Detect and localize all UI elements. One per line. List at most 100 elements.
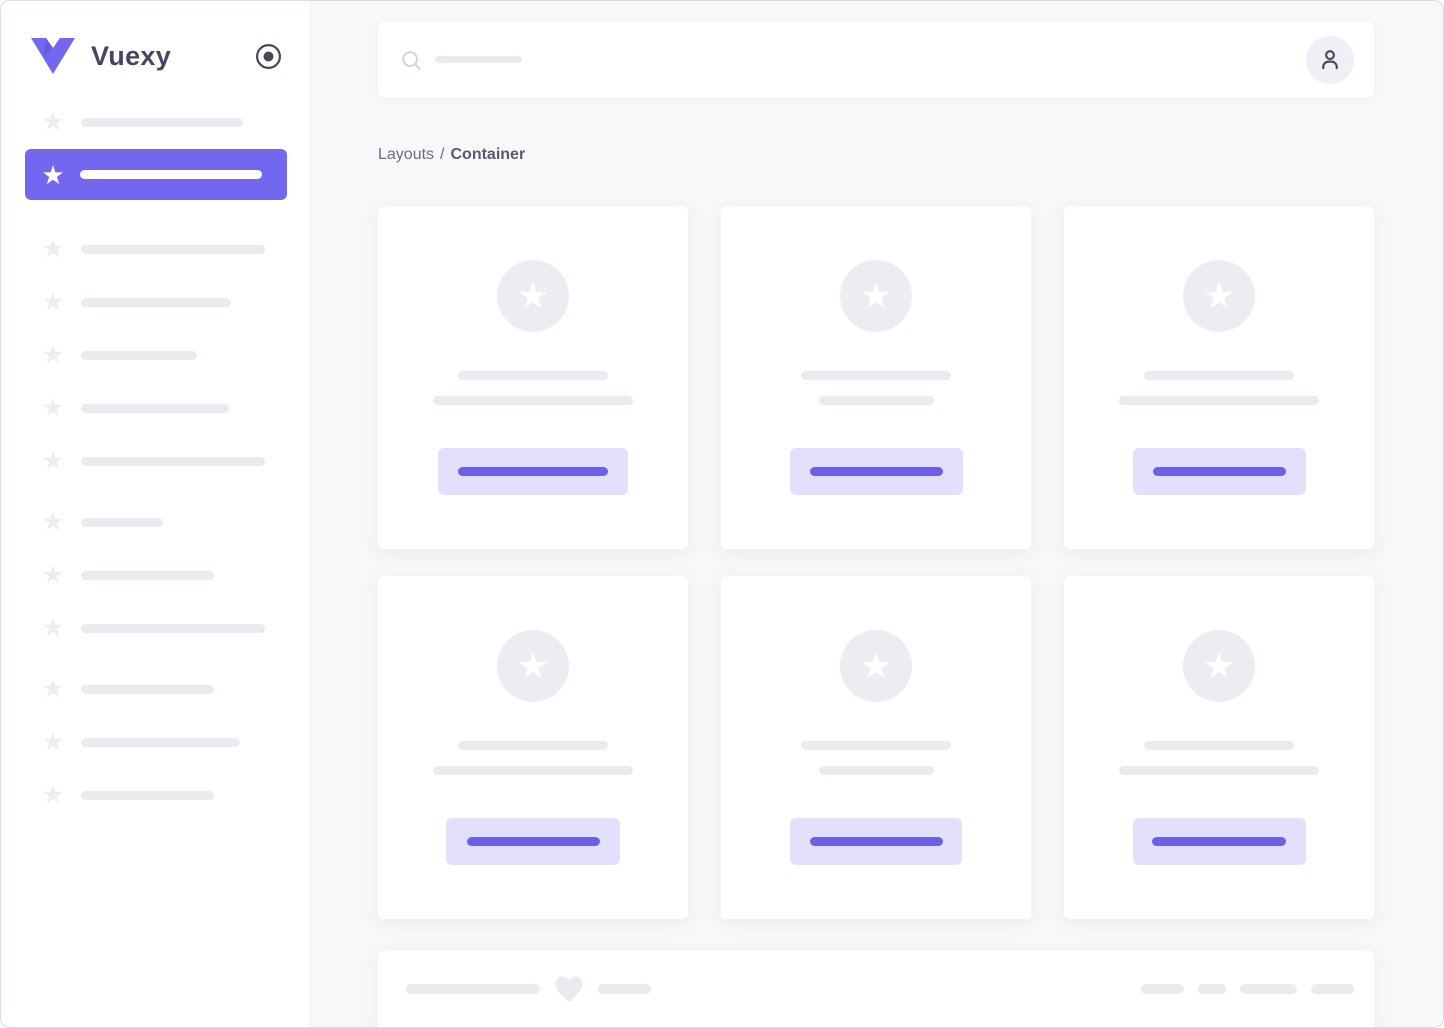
star-icon: ★ <box>1202 645 1236 686</box>
star-icon: ★ <box>41 675 65 703</box>
sidebar-menu: ★ ★ ★ ★ ★ ★ ★ ★ ★ ★ ★ ★ ★ <box>1 108 310 808</box>
card-grid: ★ ★ ★ ★ ★ ★ <box>378 206 1374 919</box>
star-icon: ★ <box>41 341 65 369</box>
footer-link-skeleton <box>1198 984 1226 994</box>
placeholder-card: ★ <box>721 576 1031 919</box>
button-label-skeleton <box>809 837 943 846</box>
sidebar-item[interactable]: ★ <box>41 614 287 642</box>
star-icon: ★ <box>41 394 65 422</box>
card-media-circle: ★ <box>497 260 569 332</box>
sidebar-item[interactable]: ★ <box>41 341 287 369</box>
footer-link-skeleton <box>1311 984 1354 994</box>
card-action-button[interactable] <box>789 448 963 495</box>
placeholder-card: ★ <box>378 206 688 549</box>
star-icon: ★ <box>859 275 893 316</box>
card-subtitle-skeleton <box>433 396 633 405</box>
card-media-circle: ★ <box>840 260 912 332</box>
placeholder-card: ★ <box>1064 206 1374 549</box>
sidebar-item[interactable]: ★ <box>41 728 287 756</box>
brand[interactable]: Vuexy <box>1 1 310 81</box>
card-media-circle: ★ <box>497 630 569 702</box>
star-icon: ★ <box>41 561 65 589</box>
vuexy-logo-icon <box>31 38 75 74</box>
star-icon: ★ <box>41 728 65 756</box>
placeholder-card: ★ <box>721 206 1031 549</box>
star-icon: ★ <box>41 108 65 136</box>
button-label-skeleton <box>1152 837 1286 846</box>
card-subtitle-skeleton <box>818 396 934 405</box>
card-title-skeleton <box>458 371 608 380</box>
placeholder-card: ★ <box>378 576 688 919</box>
star-icon: ★ <box>516 645 550 686</box>
person-icon <box>1322 49 1338 69</box>
sidebar-item-label-skeleton <box>81 244 265 254</box>
card-media-circle: ★ <box>1183 630 1255 702</box>
sidebar-item-label-skeleton <box>81 350 197 360</box>
sidebar-item[interactable]: ★ <box>41 561 287 589</box>
sidebar-item[interactable]: ★ <box>41 108 287 136</box>
brand-name: Vuexy <box>91 40 172 71</box>
placeholder-card: ★ <box>1064 576 1374 919</box>
button-label-skeleton <box>809 467 943 476</box>
star-icon: ★ <box>516 275 550 316</box>
card-action-button[interactable] <box>1132 818 1306 865</box>
button-label-skeleton <box>466 837 600 846</box>
card-title-skeleton <box>801 371 951 380</box>
breadcrumb-separator: / <box>440 146 445 163</box>
sidebar-item-label-skeleton <box>81 403 229 413</box>
footer-link-skeleton <box>1240 984 1297 994</box>
card-subtitle-skeleton <box>818 766 934 775</box>
footer-link-skeleton <box>1141 984 1184 994</box>
sidebar-item[interactable]: ★ <box>41 235 287 263</box>
search-bar[interactable] <box>378 21 1374 98</box>
star-icon: ★ <box>41 235 65 263</box>
sidebar-item[interactable]: ★ <box>41 508 287 536</box>
sidebar-item-label-skeleton <box>81 684 214 694</box>
search-icon <box>402 50 421 70</box>
sidebar-item[interactable]: ★ <box>41 783 287 808</box>
footer-right-group <box>1141 984 1354 994</box>
card-subtitle-skeleton <box>1119 766 1319 775</box>
card-action-button[interactable] <box>446 818 620 865</box>
footer-text-skeleton <box>406 984 540 994</box>
card-subtitle-skeleton <box>1119 396 1319 405</box>
sidebar-item-label-skeleton <box>81 623 265 633</box>
user-avatar[interactable] <box>1306 35 1354 84</box>
sidebar-item-label-skeleton <box>81 456 265 466</box>
footer <box>378 950 1374 1027</box>
sidebar-item[interactable]: ★ <box>41 447 287 475</box>
card-title-skeleton <box>458 741 608 750</box>
star-icon: ★ <box>859 645 893 686</box>
star-icon: ★ <box>41 288 65 316</box>
card-media-circle: ★ <box>1183 260 1255 332</box>
sidebar-item-label-skeleton <box>81 517 163 527</box>
sidebar: Vuexy ★ ★ ★ ★ ★ ★ ★ ★ ★ ★ ★ ★ ★ <box>1 1 311 1027</box>
star-icon: ★ <box>41 159 65 190</box>
heart-icon <box>555 976 583 1002</box>
card-title-skeleton <box>1144 741 1294 750</box>
button-label-skeleton <box>458 467 608 476</box>
nav-pin-toggle-icon[interactable] <box>255 43 282 70</box>
breadcrumb: Layouts / Container <box>378 145 1374 164</box>
sidebar-item-label-skeleton <box>81 570 214 580</box>
footer-text-skeleton <box>598 984 651 994</box>
card-media-circle: ★ <box>840 630 912 702</box>
card-action-button[interactable] <box>1132 448 1306 495</box>
sidebar-item[interactable]: ★ <box>41 394 287 422</box>
breadcrumb-current: Container <box>450 146 526 163</box>
sidebar-item-active[interactable]: ★ <box>25 149 287 200</box>
footer-left-group <box>406 975 651 1003</box>
search-placeholder-skeleton <box>435 56 522 63</box>
sidebar-item[interactable]: ★ <box>41 288 287 316</box>
star-icon: ★ <box>41 614 65 642</box>
breadcrumb-parent[interactable]: Layouts <box>378 146 435 163</box>
sidebar-item-label-skeleton <box>80 170 262 179</box>
card-action-button[interactable] <box>790 818 962 865</box>
sidebar-item[interactable]: ★ <box>41 675 287 703</box>
card-action-button[interactable] <box>438 448 628 495</box>
sidebar-item-label-skeleton <box>81 737 240 747</box>
star-icon: ★ <box>41 447 65 475</box>
star-icon: ★ <box>41 508 65 536</box>
star-icon: ★ <box>1202 275 1236 316</box>
